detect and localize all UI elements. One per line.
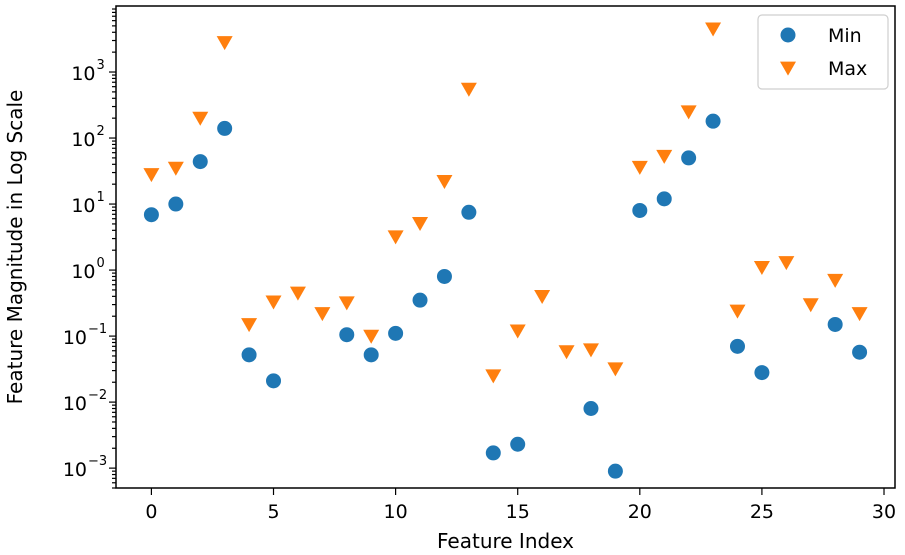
legend-marker-min xyxy=(780,27,796,43)
max-point xyxy=(534,289,551,304)
min-point xyxy=(461,204,477,220)
max-point xyxy=(485,369,502,384)
y-tick-label-exponent: −1 xyxy=(88,322,107,337)
min-point xyxy=(168,196,184,212)
min-point xyxy=(485,445,501,461)
legend-entry-min: Min xyxy=(780,25,862,47)
legend: Min Max xyxy=(757,14,889,90)
min-point xyxy=(192,154,208,170)
x-tick-label: 30 xyxy=(872,501,896,523)
y-tick-label-exponent: −3 xyxy=(88,454,107,469)
x-tick-label: 15 xyxy=(506,501,530,523)
max-point xyxy=(680,105,697,120)
min-point xyxy=(241,347,257,363)
min-point xyxy=(510,436,526,452)
x-tick-label: 5 xyxy=(267,501,279,523)
min-point xyxy=(412,292,428,308)
max-point xyxy=(558,345,575,360)
legend-label-min: Min xyxy=(828,25,862,47)
plot-frame xyxy=(115,5,896,489)
max-point xyxy=(241,318,258,333)
legend-frame xyxy=(757,14,889,90)
max-point xyxy=(753,260,770,275)
max-point xyxy=(656,149,673,164)
y-tick-label: 10 xyxy=(63,459,87,481)
min-point xyxy=(656,191,672,207)
y-tick-label-exponent: 1 xyxy=(97,190,105,205)
min-point xyxy=(729,338,745,354)
max-point xyxy=(192,111,209,126)
y-tick-label-exponent: 2 xyxy=(97,124,105,139)
x-axis-label: Feature Index xyxy=(437,529,574,553)
x-tick-label: 0 xyxy=(145,501,157,523)
x-tick-label: 20 xyxy=(628,501,652,523)
max-point xyxy=(167,161,184,176)
data-marks xyxy=(143,22,868,479)
min-point xyxy=(143,207,159,223)
min-point xyxy=(681,150,697,166)
y-tick-label-exponent: 0 xyxy=(97,256,105,271)
min-point xyxy=(827,316,843,332)
max-point xyxy=(460,82,477,97)
max-point xyxy=(265,295,282,310)
max-point xyxy=(778,256,795,271)
max-point xyxy=(827,273,844,288)
max-point xyxy=(729,304,746,319)
max-point xyxy=(582,343,599,358)
x-tick-label: 25 xyxy=(750,501,774,523)
max-point xyxy=(851,307,868,322)
y-tick-label: 10 xyxy=(71,63,95,85)
min-point xyxy=(388,325,404,341)
max-point xyxy=(607,362,624,377)
y-tick-label: 10 xyxy=(63,393,87,415)
min-point xyxy=(705,113,721,129)
max-point xyxy=(705,22,722,37)
x-tick-label: 10 xyxy=(384,501,408,523)
y-tick-label: 10 xyxy=(71,261,95,283)
max-point xyxy=(631,160,648,175)
max-point xyxy=(412,216,429,231)
min-point xyxy=(363,347,379,363)
axes xyxy=(115,5,896,489)
y-axis-label: Feature Magnitude in Log Scale xyxy=(3,90,27,405)
max-point xyxy=(338,296,355,311)
y-tick-label-exponent: −2 xyxy=(88,388,107,403)
legend-label-max: Max xyxy=(828,58,867,80)
max-point xyxy=(289,286,306,301)
min-point xyxy=(607,463,623,479)
y-tick-label: 10 xyxy=(71,195,95,217)
y-tick-label: 10 xyxy=(63,327,87,349)
y-tick-label: 10 xyxy=(71,129,95,151)
max-point xyxy=(436,175,453,190)
max-point xyxy=(802,298,819,313)
legend-marker-max xyxy=(780,61,796,76)
min-point xyxy=(217,120,233,136)
y-tick-label-exponent: 3 xyxy=(97,58,105,73)
min-point xyxy=(583,401,599,417)
max-point xyxy=(509,324,526,339)
min-point xyxy=(852,344,868,360)
max-point xyxy=(216,36,233,51)
min-point xyxy=(339,327,355,343)
min-point xyxy=(266,373,282,389)
max-point xyxy=(314,307,331,322)
max-point xyxy=(387,230,404,245)
legend-entry-max: Max xyxy=(780,58,867,80)
max-point xyxy=(363,329,380,344)
min-point xyxy=(754,365,770,381)
max-point xyxy=(143,168,160,183)
min-point xyxy=(436,268,452,284)
min-point xyxy=(632,202,648,218)
